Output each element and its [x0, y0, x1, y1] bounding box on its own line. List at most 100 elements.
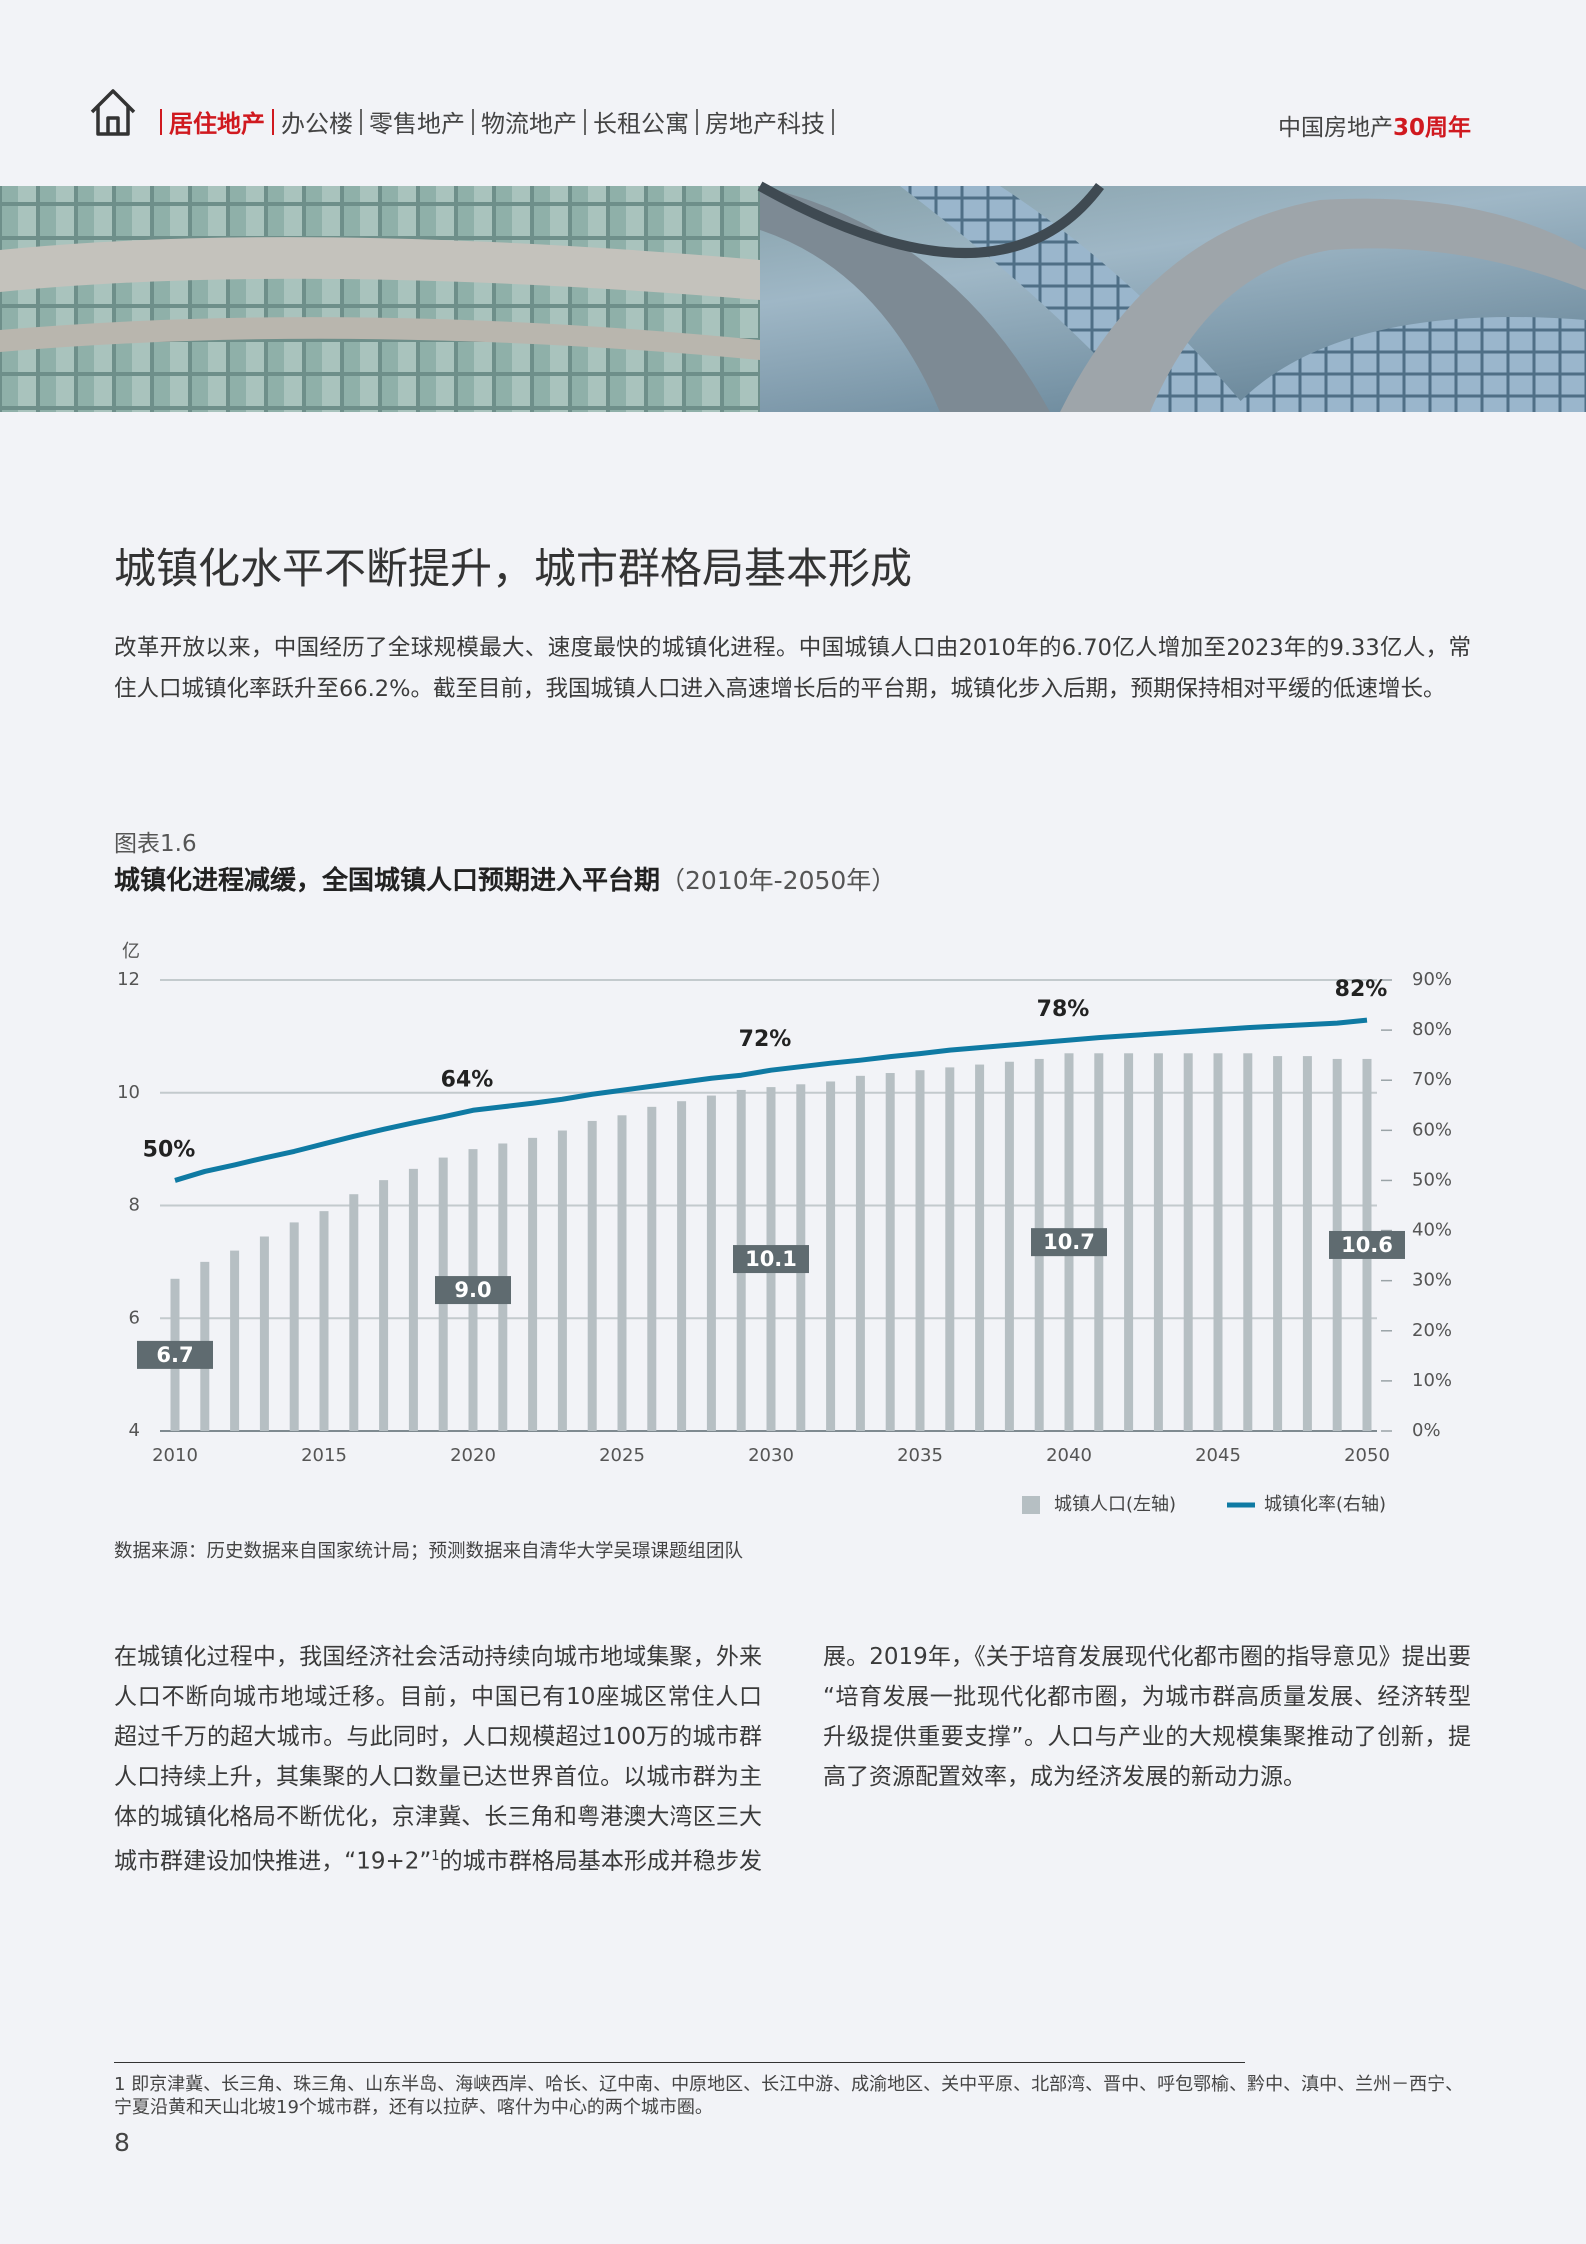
x-tick-label: 2045	[1195, 1445, 1241, 1466]
value-label: 10.6	[1341, 1233, 1393, 1257]
header-icon	[90, 89, 136, 136]
value-label: 50%	[143, 1137, 196, 1162]
nav-separator	[832, 108, 834, 135]
bar	[617, 1115, 627, 1431]
y2-tick-label: 20%	[1412, 1320, 1452, 1341]
bar	[587, 1120, 597, 1431]
y-axis-label: 亿	[122, 941, 140, 962]
y2-tick-label: 50%	[1412, 1169, 1452, 1190]
value-label: 6.7	[156, 1343, 193, 1367]
value-label: 64%	[441, 1067, 494, 1092]
bar	[1273, 1056, 1283, 1431]
legend-label: 城镇化率(右轴)	[1264, 1494, 1386, 1515]
value-label: 78%	[1037, 997, 1090, 1022]
y2-tick-label: 90%	[1412, 969, 1452, 990]
value-label: 9.0	[454, 1278, 491, 1302]
bar	[677, 1101, 687, 1431]
bar	[1124, 1053, 1134, 1431]
value-label: 82%	[1335, 977, 1388, 1002]
line	[174, 1017, 1368, 1183]
nav-item[interactable]: 办公楼	[281, 110, 353, 138]
footnote-number: 1	[114, 2074, 126, 2095]
chart-source: 数据来源：历史数据来自国家统计局；预测数据来自清华大学吴璟课题组团队	[114, 1541, 744, 1562]
nav-item[interactable]: 房地产科技	[705, 110, 825, 138]
y2-tick-label: 70%	[1412, 1069, 1452, 1090]
bar	[230, 1250, 240, 1431]
bar	[945, 1067, 955, 1431]
nav-separator	[472, 108, 474, 135]
bar	[1243, 1053, 1253, 1431]
chart-title: 城镇化进程减缓，全国城镇人口预期进入平台期	[114, 866, 661, 896]
bar	[289, 1222, 299, 1431]
body-text: 在城镇化过程中，我国经济社会活动持续向城市地域集聚，外来人口不断向城市地域迁移。…	[114, 1637, 1471, 1917]
value-label-box	[1031, 1228, 1107, 1257]
y-tick-label: 4	[129, 1420, 140, 1441]
footnote-text: 即京津冀、长三角、珠三角、山东半岛、海峡西岸、哈长、辽中南、中原地区、长江中游、…	[114, 2074, 1464, 2118]
nav-item[interactable]: 居住地产	[169, 110, 265, 138]
bar	[319, 1211, 329, 1431]
brand: 中国房地产30周年	[1278, 108, 1471, 142]
x-tick-label: 2040	[1046, 1445, 1092, 1466]
brand-text: 中国房地产	[1277, 115, 1393, 141]
footnote-ref: 1	[431, 1849, 440, 1864]
bar	[885, 1073, 895, 1431]
y-tick-label: 10	[117, 1082, 140, 1103]
legend-swatch	[1022, 1496, 1040, 1514]
value-label: 10.1	[745, 1247, 797, 1271]
article-title: 城镇化水平不断提升，城市群格局基本形成	[114, 544, 913, 593]
y-tick-label: 8	[129, 1195, 140, 1216]
nav-separator	[160, 108, 162, 135]
bar	[915, 1070, 925, 1431]
x-tick-label: 2025	[599, 1445, 645, 1466]
nav-item[interactable]: 长租公寓	[593, 110, 689, 138]
bar	[349, 1194, 359, 1431]
x-tick-label: 2035	[897, 1445, 943, 1466]
nav: 居住地产 办公楼 零售地产 物流地产 长租公寓 房地产科技	[153, 104, 841, 139]
value-label-box	[1329, 1230, 1405, 1259]
bar	[1183, 1053, 1193, 1431]
y-tick-label: 6	[129, 1307, 140, 1328]
footnote: 1 即京津冀、长三角、珠三角、山东半岛、海峡西岸、哈长、辽中南、中原地区、长江中…	[114, 2073, 1474, 2119]
footnote-rule	[114, 2062, 1245, 2063]
bar	[826, 1081, 836, 1431]
value-label-box	[435, 1276, 511, 1305]
value-label: 72%	[739, 1027, 792, 1052]
y-tick-label: 12	[117, 969, 140, 990]
bar	[706, 1095, 716, 1431]
body-part: 的城市群格局基本形成并稳步发展。2019年，《关于培育发展现代化都市圈的指导意见…	[439, 1644, 1471, 1875]
x-tick-label: 2050	[1344, 1445, 1390, 1466]
nav-separator	[584, 108, 586, 135]
legend-label: 城镇人口(左轴)	[1054, 1494, 1176, 1515]
bar	[259, 1236, 269, 1431]
bar	[975, 1064, 985, 1431]
y2-tick-label: 30%	[1412, 1270, 1452, 1291]
bar	[1004, 1061, 1014, 1431]
nav-item[interactable]: 物流地产	[481, 110, 577, 138]
bar	[1302, 1056, 1312, 1431]
y2-tick-label: 0%	[1412, 1420, 1441, 1441]
bar	[379, 1180, 389, 1431]
nav-separator	[696, 108, 698, 135]
nav-item[interactable]: 零售地产	[369, 110, 465, 138]
bar	[408, 1168, 418, 1431]
body-part: 在城镇化过程中，我国经济社会活动持续向城市地域集聚，外来人口不断向城市地域迁移。…	[114, 1644, 762, 1875]
bar	[1153, 1053, 1163, 1431]
x-tick-label: 2015	[301, 1445, 347, 1466]
value-label-box	[733, 1245, 809, 1274]
x-tick-label: 2010	[152, 1445, 198, 1466]
figure-label: 图表1.6	[114, 831, 197, 857]
bar	[647, 1106, 657, 1431]
chart-subtitle: （2010年-2050年）	[660, 866, 897, 895]
brand-highlight: 30周年	[1392, 115, 1471, 141]
bar	[1213, 1053, 1223, 1431]
bar	[557, 1130, 567, 1431]
chart-heading: 城镇化进程减缓，全国城镇人口预期进入平台期（2010年-2050年）	[114, 860, 896, 897]
bar	[528, 1137, 538, 1431]
x-tick-label: 2020	[450, 1445, 496, 1466]
bar	[855, 1075, 865, 1431]
nav-separator	[272, 108, 274, 135]
y2-tick-label: 40%	[1412, 1220, 1452, 1241]
